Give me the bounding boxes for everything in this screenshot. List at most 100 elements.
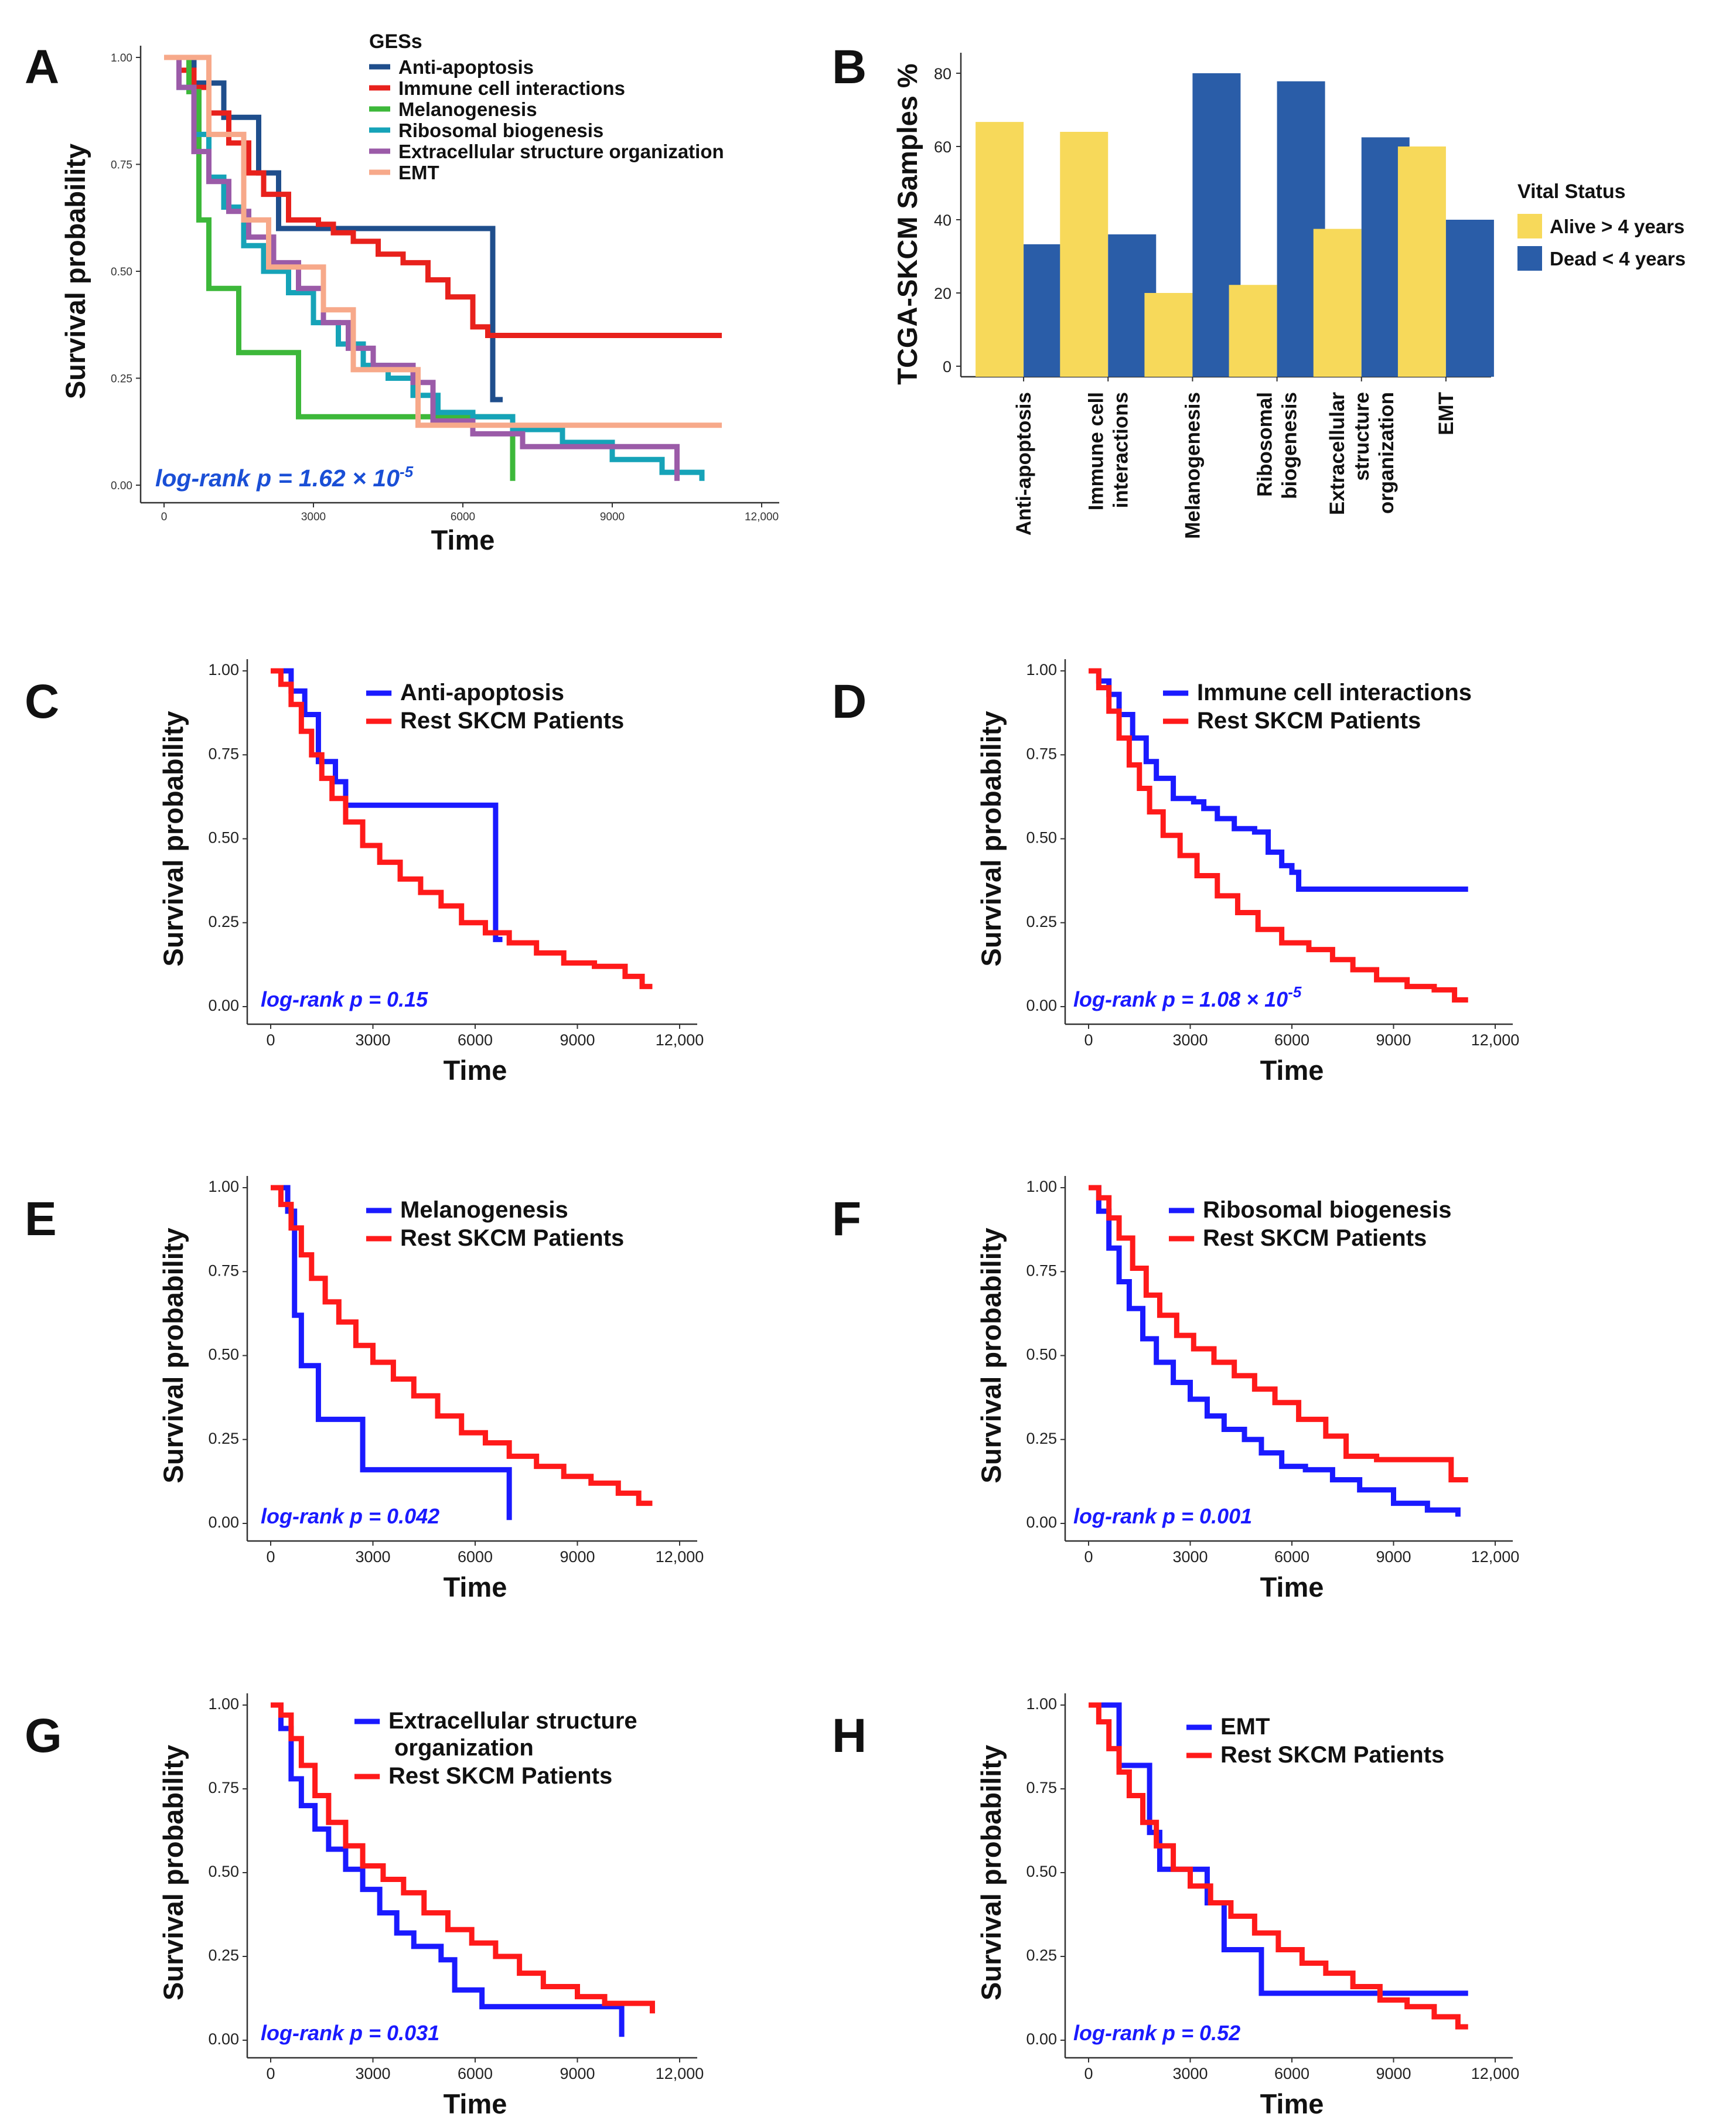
km-curve-rest-skcm-patients [271,1185,653,1506]
y-axis-title: TCGA-SKCM Samples % [892,63,923,384]
x-tick-label: 0 [1084,1548,1093,1566]
x-tick-label: 0 [266,1548,275,1566]
bar-alive [1060,132,1109,377]
category-label: Extracellularstructureorganization [1326,392,1398,515]
category-label-line: organization [1375,392,1398,514]
y-tick-label: 60 [934,138,951,156]
x-tick-label: 3000 [1172,1548,1208,1566]
x-tick-label: 3000 [301,511,326,523]
y-tick-label: 0.75 [208,1779,239,1796]
pvalue-label: log-rank p = 0.042 [261,1504,439,1528]
y-tick-label: 0.50 [1026,829,1057,847]
legend-label: Rest SKCM Patients [400,708,624,734]
x-tick-label: 3000 [355,1548,390,1566]
x-tick-label: 6000 [1274,1548,1309,1566]
y-tick-label: 0.75 [208,1262,239,1279]
category-label-line: structure [1350,392,1373,481]
legend-swatch [1517,214,1542,238]
x-axis-title: Time [444,1055,507,1086]
y-tick-label: 1.00 [1026,1178,1057,1195]
legend-label: Dead < 4 years [1550,248,1686,270]
y-axis-title: Survival probability [976,1745,1007,2000]
panel-f: 0.00 0.25 0.50 0.75 1.00 0 3000 6000 9000 12,000 T… [976,1176,1519,1603]
legend-label: Immune cell interactions [1197,680,1472,705]
km-curve-melanogenesis [271,1185,512,1520]
panel-letter-c: C [25,675,59,728]
y-tick-label: 0.25 [1026,913,1057,930]
x-tick-label: 0 [161,511,168,523]
legend-label: Rest SKCM Patients [1203,1225,1427,1251]
x-axis-title: Time [444,1571,507,1603]
y-axis-title: Survival probability [158,711,189,966]
km-curve-rest-skcm-patients [1089,1185,1468,1483]
km-curve-rest-skcm-patients [1089,1702,1468,2030]
x-tick-label: 9000 [1376,2065,1411,2082]
panel-c: 0.00 0.25 0.50 0.75 1.00 0 3000 6000 9000 12,000 T… [158,659,704,1086]
legend-label: Extracellular structure organization [398,141,724,162]
y-tick-label: 0.25 [1026,1430,1057,1447]
legend-label: Alive > 4 years [1550,216,1684,237]
bar-alive [976,122,1024,377]
x-tick-label: 0 [266,1031,275,1049]
x-tick-label: 6000 [458,1031,493,1049]
bar-alive [1229,285,1277,377]
y-tick-label: 40 [934,212,951,229]
legend-label: Rest SKCM Patients [400,1225,624,1251]
y-tick-label: 0.50 [1026,1863,1057,1880]
bar-alive [1313,229,1362,377]
panel-letter-a: A [25,40,59,94]
category-label-line: interactions [1109,392,1132,508]
x-tick-label: 6000 [458,1548,493,1566]
legend-label: Melanogenesis [400,1197,568,1223]
category-label-line: Melanogenesis [1181,392,1204,539]
km-curve-rest-skcm-patients [271,668,653,990]
x-tick-label: 9000 [1376,1548,1411,1566]
panel-letter-b: B [832,40,867,94]
x-tick-label: 3000 [355,1031,390,1049]
y-tick-label: 0.50 [208,1863,239,1880]
bar-alive [1144,293,1193,377]
category-label: Anti-apoptosis [1012,392,1035,536]
panel-d: 0.00 0.25 0.50 0.75 1.00 0 3000 6000 9000 12,000 T… [976,659,1519,1086]
y-tick-label: 1.00 [1026,661,1057,679]
x-tick-label: 3000 [355,2065,390,2082]
y-tick-label: 0.75 [111,159,132,172]
km-curve-ribosomal-biogenesis [164,54,705,481]
x-tick-label: 9000 [560,1031,595,1049]
category-label: EMT [1435,392,1458,435]
category-label-line: biogenesis [1278,392,1301,499]
pvalue-label: log-rank p = 0.001 [1073,1504,1252,1528]
y-tick-label: 0.75 [1026,1262,1057,1279]
y-tick-label: 0.00 [208,1513,239,1531]
legend-label: EMT [398,162,439,183]
x-tick-label: 9000 [1376,1031,1411,1049]
x-tick-label: 6000 [451,511,475,523]
pvalue-label: log-rank p = 1.62 × 10-5 [155,463,414,492]
y-tick-label: 0.00 [1026,997,1057,1014]
panel-letter-g: G [25,1709,62,1762]
legend-label: Rest SKCM Patients [1197,708,1421,734]
pvalue-label: log-rank p = 1.08 × 10-5 [1073,983,1302,1011]
category-label: Melanogenesis [1181,392,1204,539]
pvalue-label: log-rank p = 0.52 [1073,2021,1240,2045]
y-axis-title: Survival probability [158,1745,189,2000]
category-label-line: Ribosomal [1254,392,1277,497]
legend-label: EMT [1220,1714,1270,1740]
km-curve-emt [164,54,722,428]
km-curve-ribosomal-biogenesis [1089,1185,1461,1517]
x-axis-title: Time [444,2088,507,2119]
y-tick-label: 0.25 [208,1946,239,1964]
category-label: Immune cellinteractions [1084,392,1132,510]
x-axis-title: Time [1260,2088,1324,2119]
x-tick-label: 12,000 [1471,1031,1520,1049]
y-tick-label: 1.00 [208,1178,239,1195]
y-axis-title: Survival probability [158,1228,189,1483]
bar-alive [1397,146,1446,377]
legend-label: Melanogenesis [398,98,537,120]
y-axis-title: Survival probability [60,144,91,399]
x-tick-label: 9000 [560,1548,595,1566]
y-tick-label: 1.00 [1026,1695,1057,1713]
x-tick-label: 6000 [458,2065,493,2082]
y-tick-label: 1.00 [111,52,132,64]
